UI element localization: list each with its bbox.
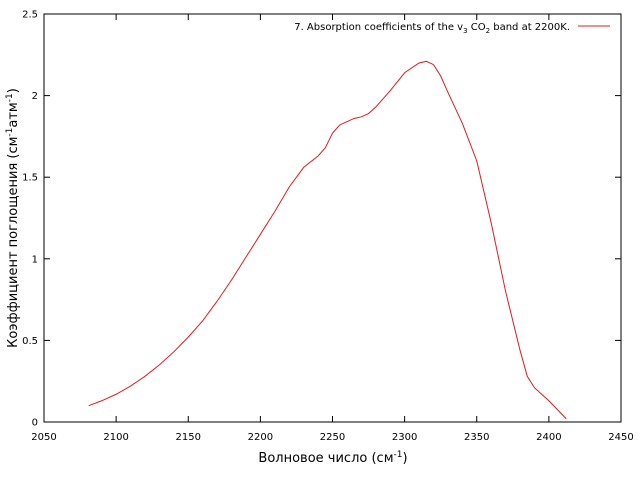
x-tick-label: 2450 <box>608 432 633 443</box>
series-group <box>88 60 567 420</box>
x-axis-title: Волновое число (см-1) <box>258 450 407 466</box>
x-axis: 2050 2100 2150 2200 2250 2300 2350 2400 2450 <box>31 14 634 443</box>
y-axis-title: Коэффициент поглощения (см-1атм-1) <box>5 88 21 348</box>
x-tick-label: 2350 <box>464 432 489 443</box>
x-tick-label: 2150 <box>176 432 201 443</box>
y-tick-label: 1 <box>32 254 38 265</box>
y-tick-label: 1.5 <box>22 173 38 184</box>
y-tick-label: 0.5 <box>22 336 38 347</box>
x-tick-label: 2300 <box>392 432 417 443</box>
series-line <box>88 60 567 420</box>
x-tick-label: 2400 <box>536 432 561 443</box>
y-axis: 0 0.5 1 1.5 2 2.5 <box>22 10 621 429</box>
x-tick-label: 2200 <box>248 432 273 443</box>
x-tick-label: 2050 <box>31 432 56 443</box>
legend-label: 7. Absorption coefficients of the v3 CO2… <box>294 22 570 35</box>
y-tick-label: 0 <box>32 418 38 429</box>
x-tick-label: 2100 <box>103 432 128 443</box>
legend: 7. Absorption coefficients of the v3 CO2… <box>294 22 610 35</box>
y-tick-label: 2.5 <box>22 10 38 21</box>
plot-frame <box>43 13 622 423</box>
y-tick-label: 2 <box>32 91 38 102</box>
x-tick-label: 2250 <box>320 432 345 443</box>
